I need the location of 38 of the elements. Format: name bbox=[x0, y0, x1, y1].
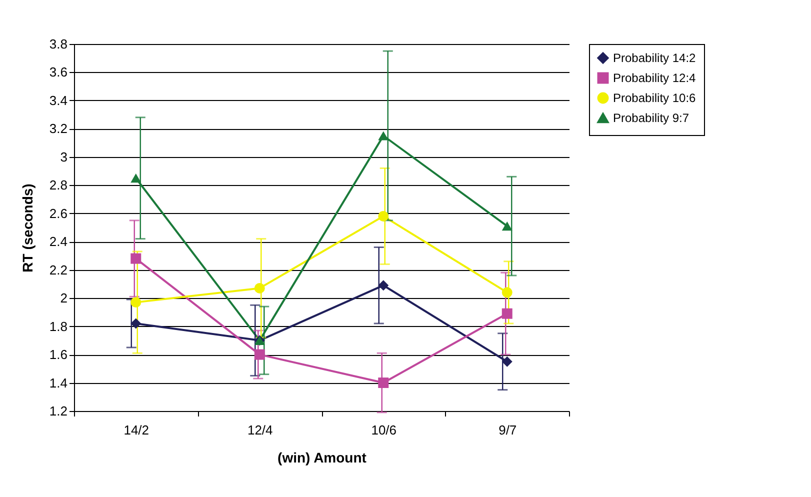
point bbox=[502, 308, 512, 319]
y-tick-label: 3 bbox=[60, 149, 68, 164]
point bbox=[130, 253, 142, 264]
x-axis-title: (win) Amount bbox=[278, 450, 367, 466]
legend-label: Probability 10:6 bbox=[613, 91, 696, 105]
y-tick-label: 3.4 bbox=[49, 92, 68, 108]
y-tick-label: 2.6 bbox=[49, 206, 68, 221]
legend-label: Probability 14:2 bbox=[613, 51, 696, 65]
y-tick-label: 1.4 bbox=[49, 375, 68, 390]
y-axis-title: RT (seconds) bbox=[19, 184, 36, 272]
x-tick-label: 10/6 bbox=[371, 422, 397, 438]
point bbox=[378, 378, 389, 388]
y-tick-label: 3.8 bbox=[49, 36, 68, 52]
y-tick-label: 3.2 bbox=[49, 121, 68, 136]
y-tick-label: 3.6 bbox=[49, 64, 68, 80]
y-tick-label: 2 bbox=[60, 290, 68, 306]
point bbox=[378, 280, 389, 291]
point bbox=[130, 318, 142, 329]
y-tick-label: 1.6 bbox=[49, 347, 68, 362]
x-tick-label: 9/7 bbox=[498, 422, 517, 438]
point bbox=[502, 356, 512, 367]
point bbox=[378, 131, 389, 140]
legend-label: Probability 9:7 bbox=[613, 111, 690, 125]
point bbox=[254, 282, 265, 294]
x-tick-label: 12/4 bbox=[247, 422, 273, 438]
point bbox=[254, 349, 265, 360]
legend-label: Probability 12:4 bbox=[613, 71, 696, 85]
x-tick-label: 14/2 bbox=[124, 422, 150, 438]
point bbox=[130, 297, 142, 308]
point bbox=[502, 222, 512, 231]
y-tick-label: 1.8 bbox=[49, 318, 68, 334]
y-tick-label: 1.2 bbox=[49, 404, 68, 418]
point bbox=[502, 287, 512, 298]
point bbox=[130, 174, 142, 183]
y-tick-label: 2.8 bbox=[49, 178, 68, 193]
point bbox=[378, 210, 389, 222]
y-tick-label: 2.4 bbox=[49, 234, 68, 250]
y-tick-label: 2.2 bbox=[49, 262, 68, 278]
